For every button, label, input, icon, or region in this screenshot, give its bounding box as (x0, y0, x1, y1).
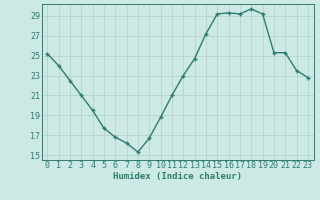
X-axis label: Humidex (Indice chaleur): Humidex (Indice chaleur) (113, 172, 242, 181)
